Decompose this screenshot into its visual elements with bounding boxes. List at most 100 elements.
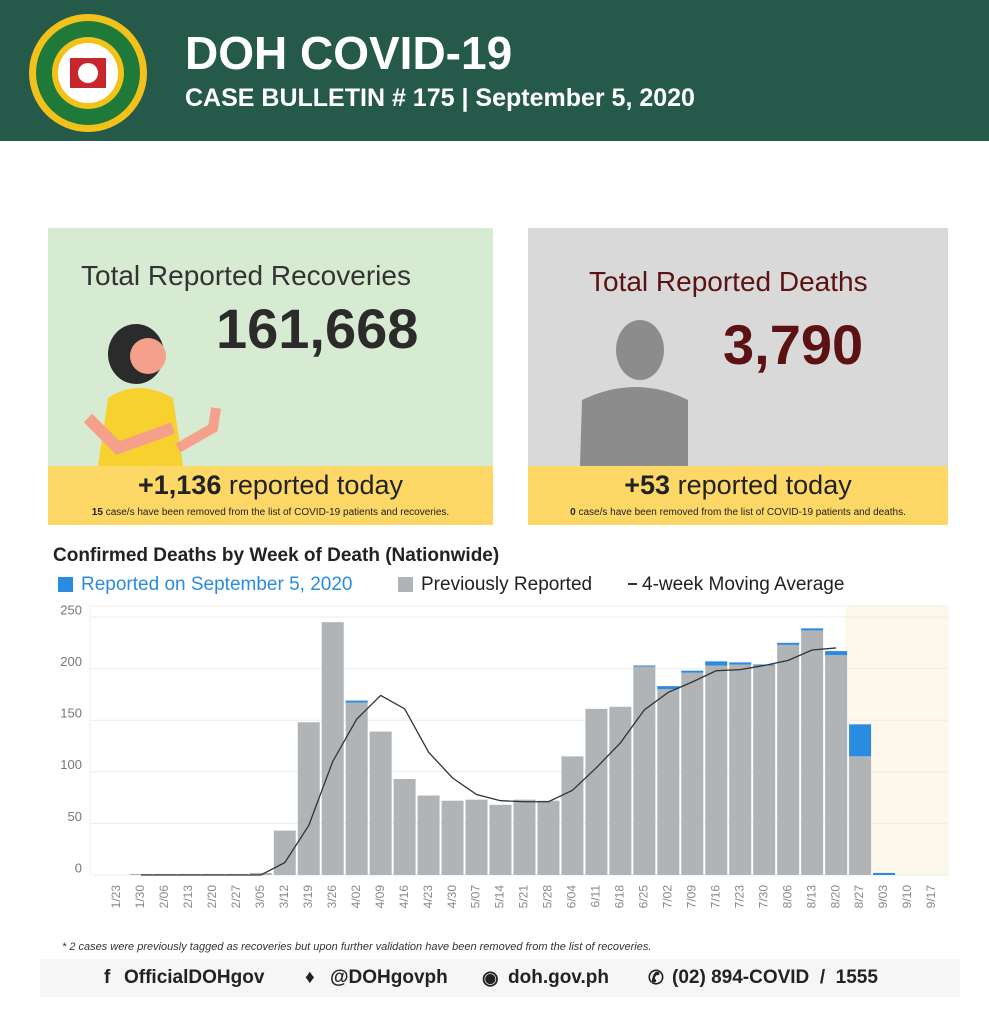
x-tick-label: 4/16	[397, 885, 411, 909]
footer: f OfficialDOHgov ♦ @DOHgovph ◉ doh.gov.p…	[40, 959, 960, 997]
x-tick-label: 4/02	[349, 885, 363, 909]
logo	[29, 14, 147, 132]
bar	[657, 686, 680, 690]
x-tick-label: 2/27	[229, 885, 243, 909]
note: 0 case/s have been removed from the list…	[528, 507, 948, 518]
header: DOH COVID-19 CASE BULLETIN # 175 | Septe…	[0, 0, 989, 141]
bar	[801, 628, 824, 631]
x-tick-label: 7/09	[684, 885, 698, 909]
bar	[753, 665, 776, 875]
bar	[561, 756, 584, 875]
note: 15 case/s have been removed from the lis…	[48, 507, 493, 518]
web: doh.gov.ph	[508, 967, 609, 988]
x-tick-label: 2/06	[157, 885, 171, 909]
subtitle: CASE BULLETIN # 175 | September 5, 2020	[185, 84, 695, 112]
deaths-card: Total Reported Deaths 3,790 +53 reported…	[528, 228, 948, 525]
x-tick-label: 7/30	[756, 885, 770, 909]
bar	[513, 799, 536, 875]
today-text: reported today	[677, 470, 852, 500]
x-tick-label: 8/06	[780, 885, 794, 909]
facebook-icon: f	[104, 967, 111, 988]
x-tick-label: 8/27	[852, 885, 866, 909]
phone-icon: ✆	[648, 968, 664, 989]
legend-label: Reported on September 5, 2020	[81, 574, 352, 595]
bar	[849, 724, 872, 757]
x-tick-label: 5/14	[493, 885, 507, 909]
bar	[825, 651, 848, 656]
x-tick-label: 6/11	[589, 885, 603, 908]
x-tick-label: 9/03	[876, 885, 890, 909]
bar	[345, 700, 368, 703]
bar	[273, 830, 296, 875]
x-tick-label: 8/20	[828, 885, 842, 909]
bar	[681, 672, 704, 875]
card-title: Total Reported Deaths	[589, 266, 868, 297]
bar	[849, 756, 872, 875]
today-value: +53	[624, 470, 671, 500]
moving-average-line	[140, 647, 837, 876]
bar	[729, 664, 752, 875]
bar	[777, 642, 800, 645]
web-icon: ◉	[482, 968, 499, 989]
total: 3,790	[723, 313, 864, 376]
legend-symbol	[398, 577, 413, 592]
today-value: +1,136	[138, 470, 222, 500]
note-count: 0	[570, 507, 576, 518]
bar	[825, 655, 848, 875]
y-tick-label: 0	[75, 860, 82, 875]
bar	[441, 800, 464, 875]
note-text: case/s have been removed from the list o…	[105, 507, 450, 518]
x-tick-label: 9/17	[924, 885, 938, 909]
chart: Confirmed Deaths by Week of Death (Natio…	[53, 545, 949, 909]
bar	[345, 702, 368, 875]
x-tick-label: 5/07	[469, 885, 483, 909]
chart-title: Confirmed Deaths by Week of Death (Natio…	[53, 545, 499, 566]
x-tick-label: 6/18	[613, 885, 627, 909]
x-tick-label: 4/30	[445, 885, 459, 909]
x-tick-label: 5/28	[541, 885, 555, 909]
bar	[633, 665, 656, 667]
bar	[705, 661, 728, 666]
today: +1,136 reported today	[48, 470, 493, 501]
footnote: * 2 cases were previously tagged as reco…	[62, 941, 652, 953]
bar	[489, 804, 512, 875]
facebook: OfficialDOHgov	[124, 967, 265, 988]
legend-symbol	[58, 577, 73, 592]
y-tick-label: 100	[60, 757, 82, 772]
today: +53 reported today	[528, 470, 948, 501]
title: DOH COVID-19	[185, 27, 513, 79]
x-tick-label: 3/19	[301, 885, 315, 909]
x-tick-label: 7/23	[732, 885, 746, 909]
bar	[633, 666, 656, 875]
x-tick-label: 9/10	[900, 885, 914, 909]
x-tick-label: 7/02	[660, 885, 674, 909]
twitter-icon: ♦	[305, 967, 315, 988]
bar	[657, 689, 680, 875]
twitter: @DOHgovph	[330, 967, 448, 988]
today-text: reported today	[228, 470, 403, 500]
x-tick-label: 1/30	[133, 885, 147, 909]
x-tick-label: 3/26	[325, 885, 339, 909]
bar	[705, 665, 728, 875]
y-tick-label: 250	[60, 602, 82, 617]
total: 161,668	[216, 297, 419, 360]
bar	[801, 630, 824, 875]
bar	[297, 722, 320, 875]
bar	[393, 779, 416, 875]
x-tick-label: 5/21	[517, 885, 531, 909]
bar	[249, 872, 272, 875]
x-tick-label: 4/09	[373, 885, 387, 909]
x-tick-label: 3/12	[277, 885, 291, 909]
bar	[681, 670, 704, 673]
legend-label: 4-week Moving Average	[642, 574, 844, 595]
bar	[321, 622, 344, 875]
x-tick-label: 7/16	[708, 885, 722, 909]
illustration	[580, 320, 688, 466]
x-tick-label: 1/23	[109, 885, 123, 909]
today-band: +1,136 reported today 15 case/s have bee…	[48, 466, 493, 525]
phone: (02) 894-COVID / 1555	[672, 967, 878, 988]
bar	[585, 708, 608, 875]
x-tick-label: 2/13	[181, 885, 195, 909]
note-text: case/s have been removed from the list o…	[578, 507, 906, 518]
illustration	[83, 324, 221, 466]
